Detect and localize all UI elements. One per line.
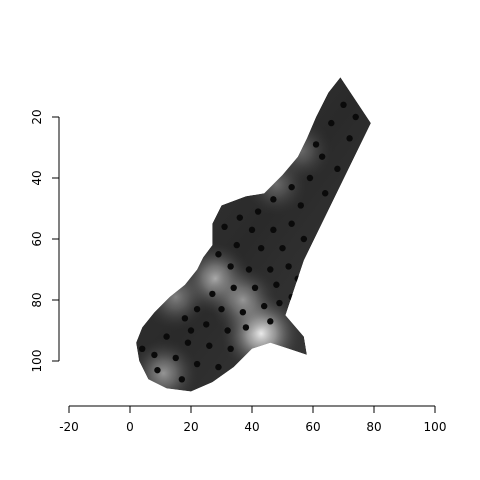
x-tick-label-40: 40 bbox=[244, 420, 259, 434]
data-point-55 bbox=[352, 113, 359, 121]
data-point-33 bbox=[261, 302, 268, 310]
data-point-17 bbox=[279, 244, 286, 252]
bright-spot-4 bbox=[142, 263, 210, 331]
x-tick-label--20: -20 bbox=[59, 420, 79, 434]
data-point-24 bbox=[285, 263, 292, 270]
data-point-43 bbox=[206, 342, 213, 349]
data-point-11 bbox=[236, 214, 243, 221]
data-point-47 bbox=[193, 360, 201, 368]
data-point-18 bbox=[257, 244, 265, 252]
x-tick-label-20: 20 bbox=[183, 420, 198, 434]
data-point-49 bbox=[178, 376, 186, 383]
y-tick-label-100: 100 bbox=[30, 350, 44, 373]
data-point-21 bbox=[227, 263, 234, 270]
data-point-8 bbox=[288, 183, 295, 191]
bright-spot-2 bbox=[207, 265, 278, 335]
data-point-2 bbox=[346, 135, 353, 142]
y-axis: 20 40 60 80 100 bbox=[30, 109, 60, 373]
data-point-22 bbox=[245, 266, 253, 273]
data-point-44 bbox=[227, 345, 234, 352]
data-point-42 bbox=[184, 339, 192, 346]
data-point-50 bbox=[154, 366, 161, 374]
data-point-54 bbox=[312, 141, 320, 148]
data-point-37 bbox=[203, 321, 210, 328]
data-point-31 bbox=[218, 305, 225, 313]
data-point-52 bbox=[139, 345, 146, 352]
data-point-35 bbox=[288, 293, 295, 301]
x-tick-label-80: 80 bbox=[366, 420, 381, 434]
data-point-38 bbox=[224, 327, 231, 334]
data-point-12 bbox=[221, 223, 228, 230]
data-point-29 bbox=[209, 290, 216, 298]
data-point-30 bbox=[193, 305, 201, 313]
data-point-14 bbox=[270, 226, 277, 234]
data-point-23 bbox=[267, 266, 274, 273]
data-point-40 bbox=[267, 318, 274, 325]
data-point-3 bbox=[318, 153, 326, 160]
x-tick-label-0: 0 bbox=[126, 420, 134, 434]
data-point-19 bbox=[233, 241, 240, 249]
data-point-20 bbox=[215, 251, 222, 258]
data-point-9 bbox=[270, 196, 277, 203]
data-point-36 bbox=[181, 315, 189, 322]
data-point-27 bbox=[251, 284, 259, 291]
x-tick-label-100: 100 bbox=[424, 420, 447, 434]
data-point-0 bbox=[340, 101, 347, 109]
data-point-25 bbox=[294, 275, 301, 282]
data-point-41 bbox=[163, 333, 170, 340]
y-tick-label-20: 20 bbox=[30, 109, 44, 124]
data-point-48 bbox=[215, 363, 222, 371]
data-point-10 bbox=[254, 208, 262, 215]
heatmap-region bbox=[136, 77, 371, 392]
bright-spot-6 bbox=[268, 118, 333, 183]
y-tick-label-40: 40 bbox=[30, 170, 44, 185]
data-point-26 bbox=[273, 281, 280, 288]
y-tick-label-80: 80 bbox=[30, 292, 44, 307]
y-tick-label-60: 60 bbox=[30, 231, 44, 246]
data-point-39 bbox=[242, 324, 250, 331]
data-point-5 bbox=[306, 174, 314, 182]
data-point-28 bbox=[230, 284, 237, 291]
data-point-46 bbox=[172, 354, 179, 362]
data-point-4 bbox=[334, 165, 341, 173]
x-axis: -20 0 20 40 60 80 100 bbox=[59, 405, 447, 434]
data-point-53 bbox=[187, 327, 195, 334]
data-point-45 bbox=[151, 351, 158, 359]
data-point-7 bbox=[297, 202, 304, 209]
data-point-34 bbox=[276, 299, 283, 307]
data-point-15 bbox=[288, 220, 295, 227]
data-point-32 bbox=[239, 309, 247, 316]
data-point-1 bbox=[328, 119, 335, 127]
data-point-6 bbox=[322, 190, 329, 197]
x-tick-label-60: 60 bbox=[305, 420, 320, 434]
data-point-51 bbox=[248, 354, 256, 362]
data-point-13 bbox=[248, 226, 256, 234]
data-point-16 bbox=[300, 235, 308, 243]
